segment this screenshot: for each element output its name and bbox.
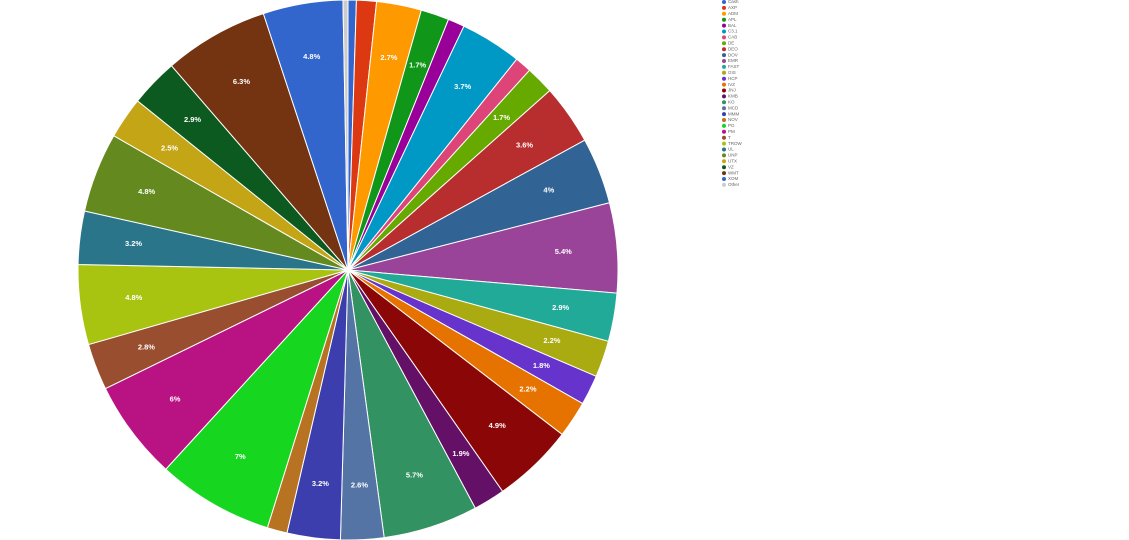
legend-label: UTX	[728, 158, 737, 163]
legend-label: DE	[728, 40, 734, 45]
legend-label: XOM	[728, 176, 739, 181]
legend-marker	[722, 177, 726, 181]
legend-marker	[722, 76, 726, 81]
legend-label: IVZ	[728, 82, 735, 87]
slice-label: 1.9%	[452, 449, 469, 458]
legend-label: APL	[728, 17, 737, 22]
legend-label: VZ	[728, 164, 734, 169]
slice-label: 2.8%	[138, 343, 155, 352]
slice-label: 4.8%	[138, 187, 155, 196]
legend-marker	[722, 82, 726, 87]
legend-marker	[722, 94, 726, 99]
pie-slice	[342, 0, 349, 271]
legend-marker	[722, 47, 726, 52]
legend-label: MCD	[728, 105, 739, 110]
legend-marker	[722, 182, 726, 187]
legend-label: KO	[728, 99, 735, 104]
slice-label: 2.6%	[351, 481, 368, 490]
legend-label: T	[728, 135, 731, 140]
legend-label: WMT	[728, 170, 739, 175]
legend-marker	[722, 141, 726, 146]
legend-label: UNP	[728, 153, 738, 158]
slice-label: 2.2%	[543, 336, 560, 345]
legend-marker	[722, 106, 726, 111]
slice-label: 2.9%	[552, 303, 569, 312]
legend-marker	[722, 171, 726, 176]
slice-label: 4.8%	[125, 293, 142, 302]
legend-label: KMB	[728, 94, 738, 99]
legend-label: BAL	[728, 23, 737, 28]
legend-label: C3.1	[728, 29, 738, 34]
legend-marker	[722, 123, 726, 128]
legend-label: PM	[728, 129, 735, 134]
legend-marker	[722, 17, 726, 22]
legend-marker	[722, 88, 726, 93]
legend-marker	[722, 153, 726, 158]
slice-label: 2.7%	[380, 53, 397, 62]
slice-label: 6.3%	[233, 77, 250, 86]
legend-label: DEO	[728, 46, 738, 51]
slice-label: 4.8%	[303, 52, 320, 61]
legend-label: NOV	[728, 117, 738, 122]
legend-marker	[722, 5, 726, 10]
slice-label: 1.8%	[533, 361, 550, 370]
slice-label: 7%	[235, 452, 246, 461]
legend-marker	[722, 41, 726, 46]
pie-slice	[165, 269, 349, 529]
legend-label: DOV	[728, 52, 738, 57]
legend-marker	[722, 29, 726, 34]
slice-label: 3.2%	[312, 479, 329, 488]
slice-label: 2.9%	[184, 115, 201, 124]
legend-marker	[722, 118, 726, 122]
legend-label: Cash	[728, 0, 739, 4]
legend-marker	[722, 165, 726, 170]
legend-label: TROW	[728, 141, 742, 146]
legend-marker	[722, 11, 726, 16]
slice-label: 4.9%	[489, 421, 506, 430]
legend-marker	[722, 129, 726, 134]
slice-label: 5.7%	[406, 471, 423, 480]
slice-label: 6%	[170, 394, 181, 403]
slice-label: 5.4%	[555, 247, 572, 256]
slice-label: 2.5%	[161, 143, 178, 152]
legend-label: PG	[728, 123, 735, 128]
legend-marker	[722, 135, 726, 140]
legend-marker	[722, 70, 726, 75]
legend-label: FAST	[728, 64, 740, 69]
slice-label: 3.7%	[454, 82, 471, 91]
slice-label: 1.7%	[493, 113, 510, 122]
slice-label: 3.6%	[516, 140, 533, 149]
legend-label: ADM	[728, 11, 738, 16]
legend-label: HCP	[728, 76, 738, 81]
slice-label: 2.2%	[519, 384, 536, 393]
legend-label: UL	[728, 147, 734, 152]
legend-label: Other	[728, 182, 740, 187]
legend-label: JNJ	[728, 88, 736, 93]
legend-label: GIS	[728, 70, 736, 75]
legend-marker	[722, 0, 726, 4]
slice-label: 1.7%	[409, 61, 426, 70]
legend-label: EMR	[728, 58, 739, 63]
slice-label: 3.2%	[125, 239, 142, 248]
legend-label: CAB	[728, 35, 737, 40]
legend-marker	[722, 112, 726, 117]
legend-marker	[722, 35, 726, 40]
legend-marker	[722, 159, 726, 164]
legend-marker	[722, 53, 726, 58]
slice-label: 4%	[543, 186, 554, 195]
legend-label: AXP	[728, 5, 737, 10]
legend-marker	[722, 23, 726, 28]
legend-marker	[722, 100, 726, 105]
legend-marker	[722, 59, 726, 63]
legend-marker	[722, 64, 726, 69]
legend-marker	[722, 147, 726, 152]
legend-label: MMM	[728, 111, 739, 116]
